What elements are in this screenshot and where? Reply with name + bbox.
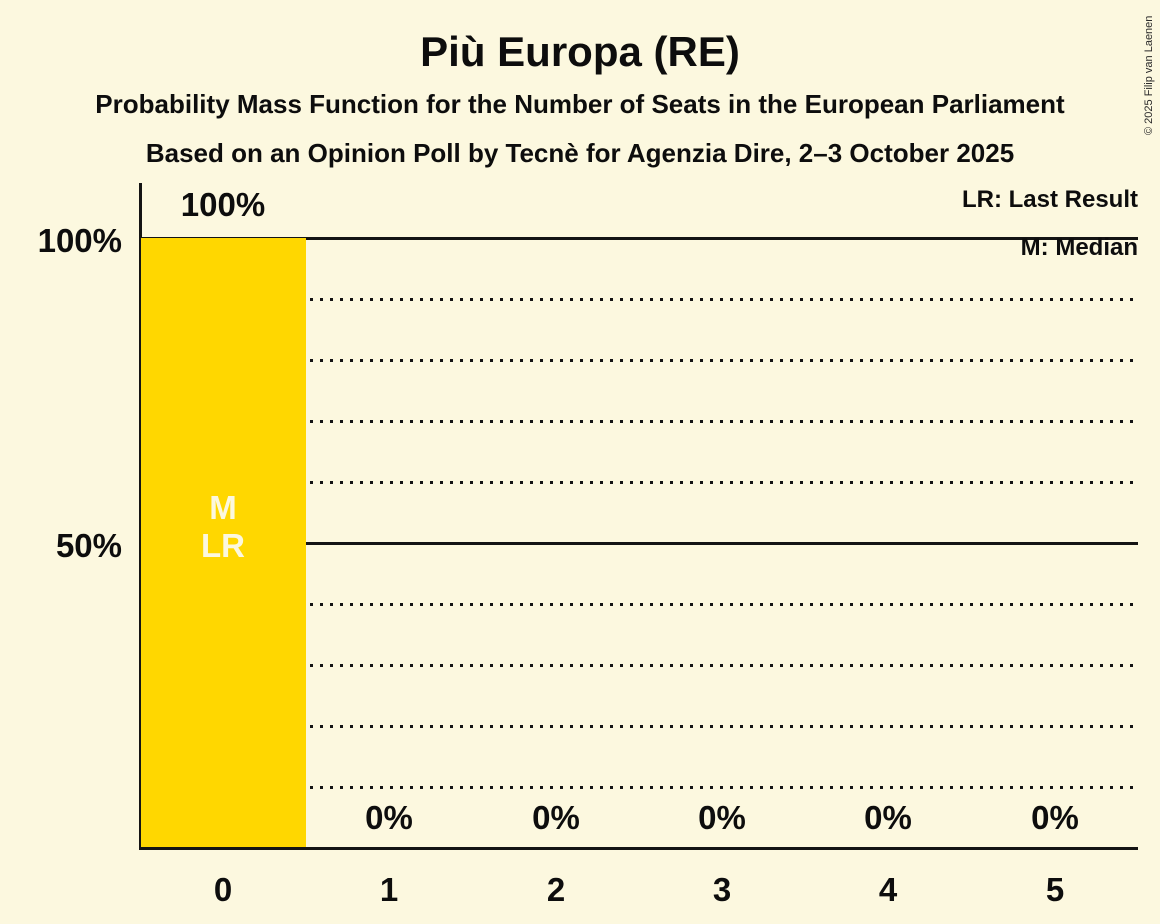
gridline-90pct (140, 298, 1138, 301)
bar-value-label-seat-1: 0% (365, 799, 413, 836)
legend-median: M: Median (1020, 234, 1138, 261)
gridline-50pct (140, 542, 1138, 545)
chart-source-line: Based on an Opinion Poll by Tecnè for Ag… (145, 138, 1015, 168)
x-tick-label-4: 4 (878, 871, 898, 908)
gridline-30pct (140, 664, 1138, 667)
gridline-70pct (140, 420, 1138, 423)
page-title: Più Europa (RE) (420, 28, 740, 75)
legend-last-result: LR: Last Result (961, 186, 1138, 213)
median-marker-label: M (209, 489, 237, 526)
bar-seat-0 (141, 238, 306, 847)
x-tick-label-3: 3 (712, 871, 732, 908)
gridline-60pct (140, 481, 1138, 484)
bar-marker-labels: M LR (140, 489, 306, 565)
gridline-80pct (140, 359, 1138, 362)
x-axis-line (139, 847, 1138, 850)
bar-value-label-seat-0: 100% (180, 186, 266, 223)
chart-subtitle: Probability Mass Function for the Number… (95, 89, 1065, 119)
last-result-marker-label: LR (201, 527, 245, 564)
y-axis-line (139, 183, 142, 850)
x-tick-label-2: 2 (546, 871, 566, 908)
x-tick-label-1: 1 (379, 871, 399, 908)
bar-value-label-seat-5: 0% (1031, 799, 1079, 836)
bar-value-label-seat-4: 0% (864, 799, 912, 836)
gridline-10pct (140, 786, 1138, 789)
bar-value-label-seat-3: 0% (698, 799, 746, 836)
bar-value-label-seat-2: 0% (532, 799, 580, 836)
y-tick-label-100: 100% (37, 222, 122, 259)
gridline-20pct (140, 725, 1138, 728)
gridline-40pct (140, 603, 1138, 606)
y-tick-label-50: 50% (55, 527, 122, 564)
x-tick-label-5: 5 (1045, 871, 1065, 908)
gridline-100pct (140, 237, 1138, 240)
x-tick-label-0: 0 (213, 871, 233, 908)
